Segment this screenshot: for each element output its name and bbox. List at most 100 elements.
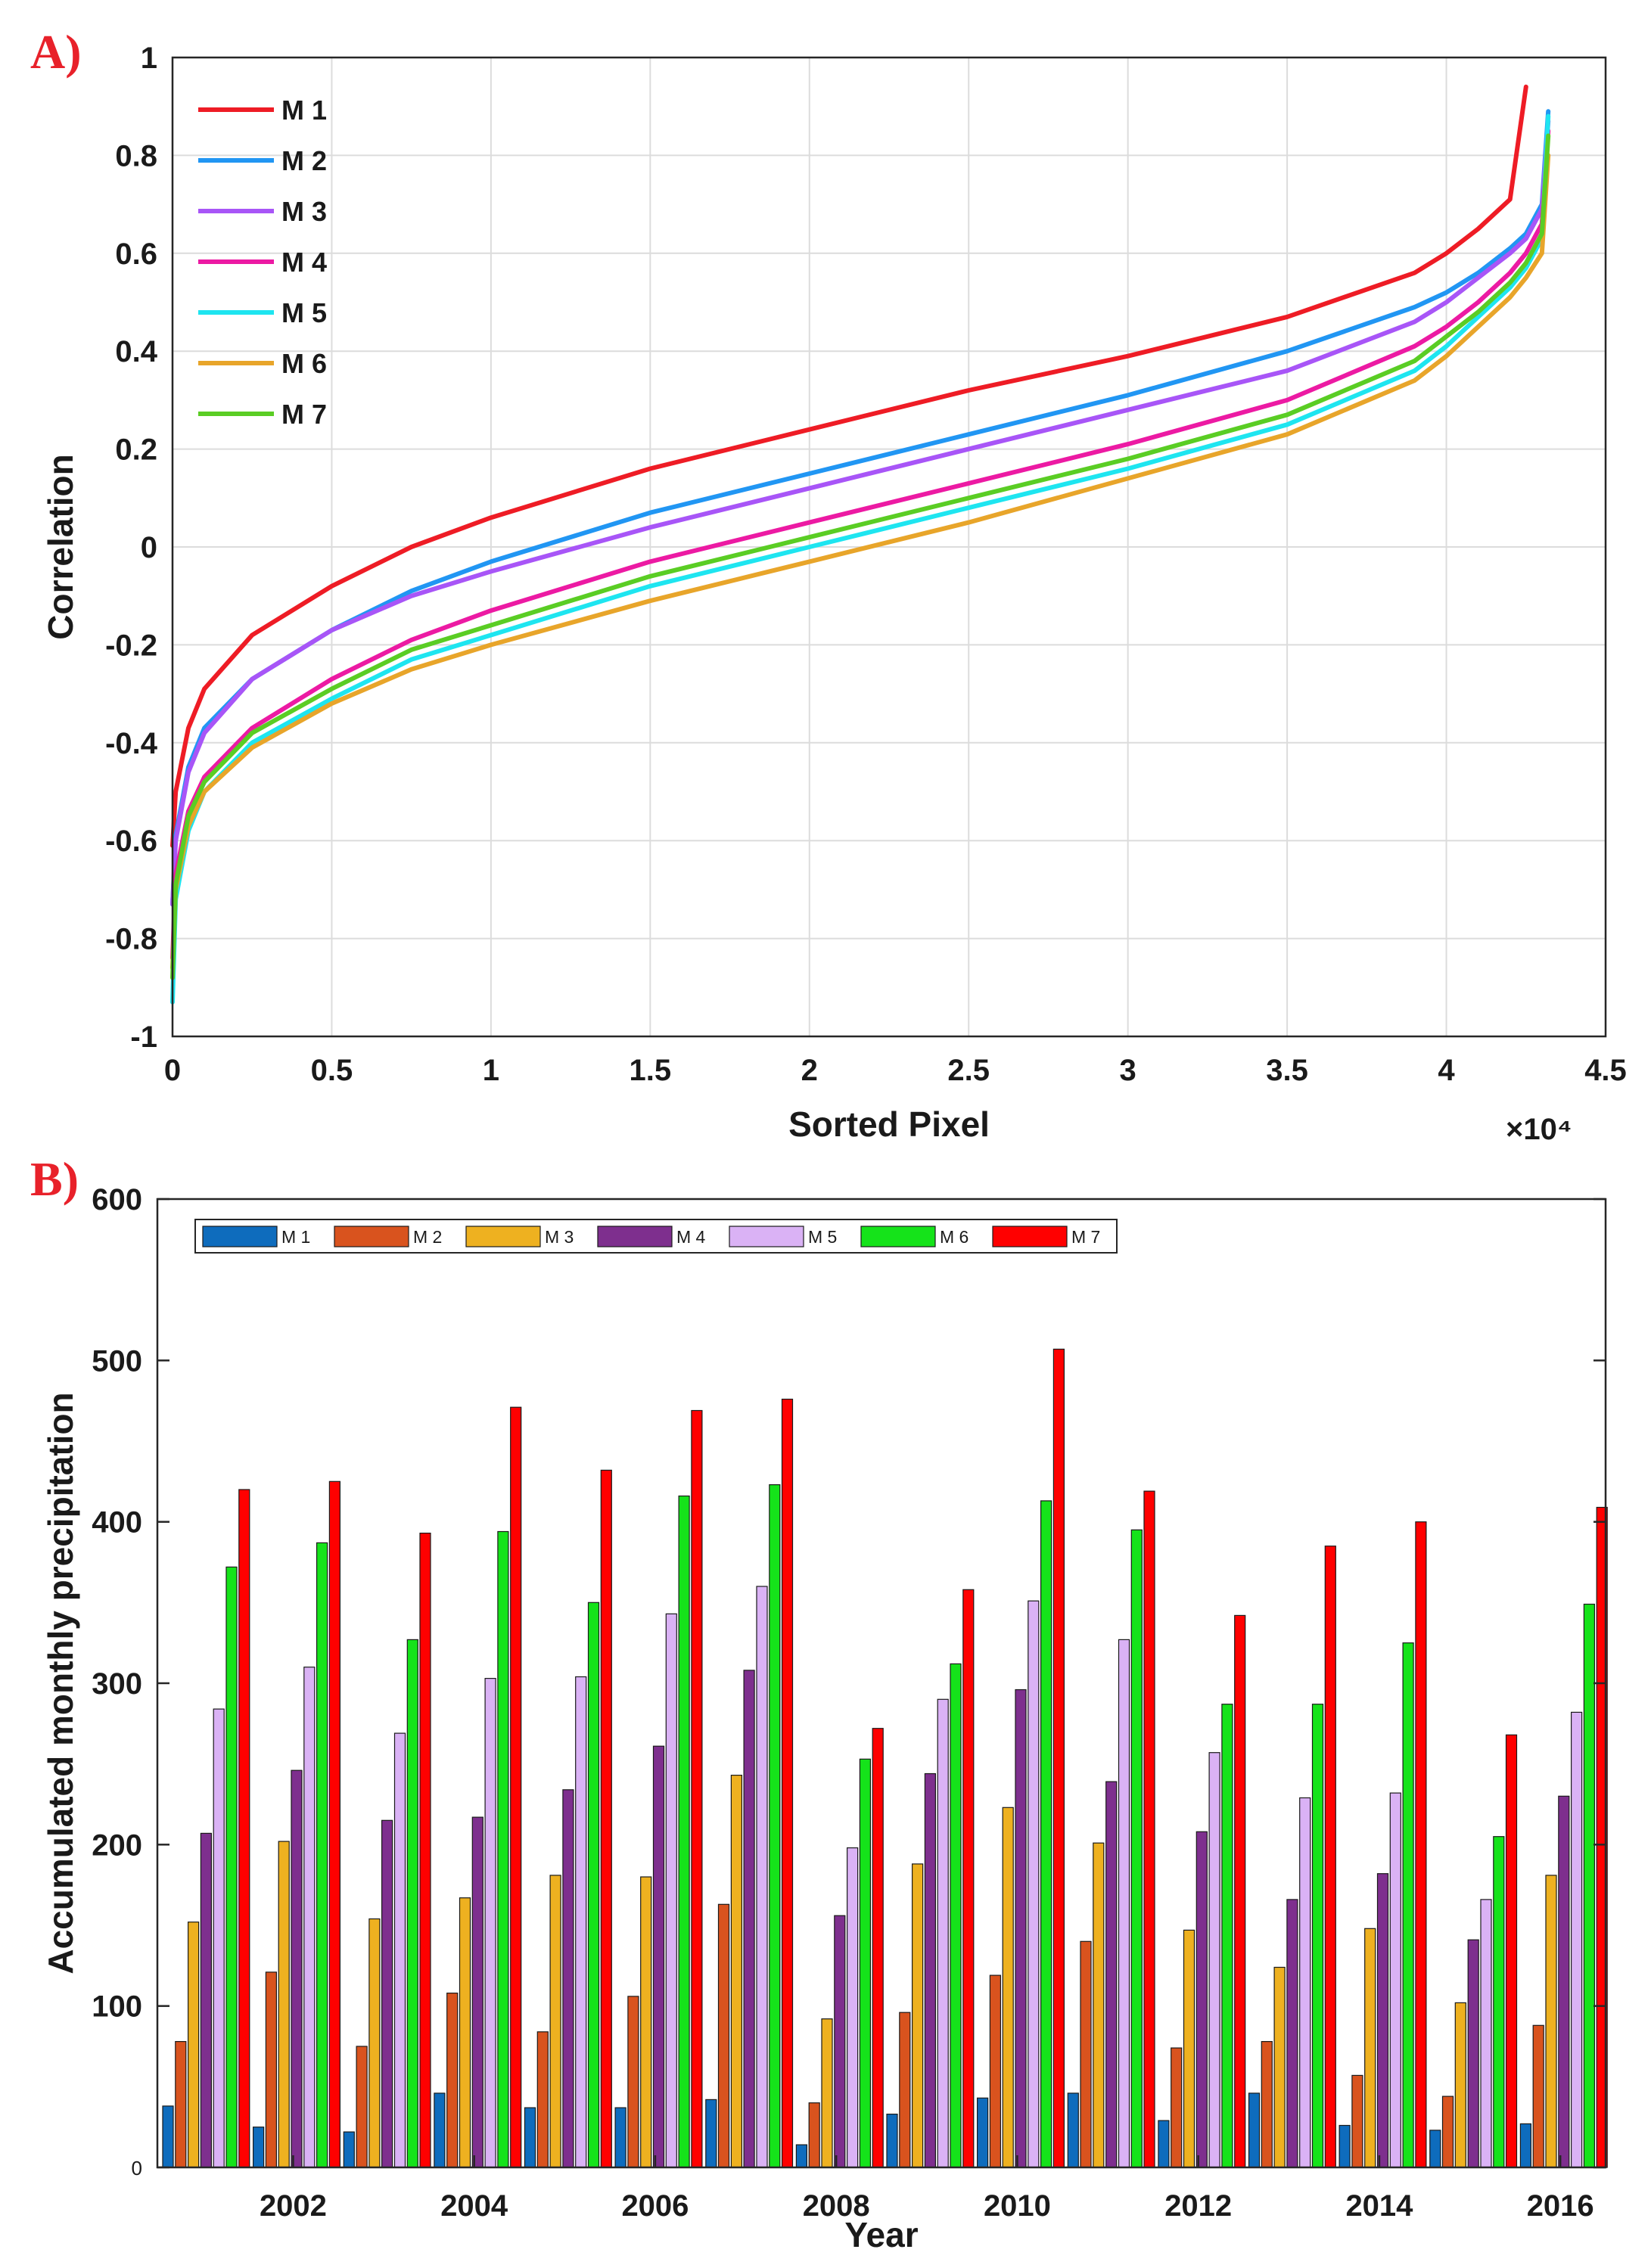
series-line-m2 <box>170 109 1551 907</box>
panel-a-y-tick-label: 0.6 <box>115 238 157 271</box>
bar-2007-m5 <box>756 1586 768 2168</box>
bar-2009-m3 <box>911 1863 924 2168</box>
panel-a-x-axis-title: Sorted Pixel <box>788 1104 990 1144</box>
panel-b-legend: M 1 M 2 M 3 M 4 M 5 M 6 M 7 <box>194 1219 1118 1254</box>
panel-b-x-tick-label: 2002 <box>260 2189 327 2223</box>
bar-2010-m3 <box>1002 1807 1014 2168</box>
panel-a-x-tick-label: 1 <box>483 1054 499 1087</box>
legend-swatch-b-m1 <box>202 1226 278 1247</box>
panel-b-y-tick-label: 200 <box>92 1828 142 1862</box>
panel-b-y-axis-title: Accumulated monthly precipitation <box>41 1392 80 1974</box>
bar-2006-m5 <box>665 1613 677 2168</box>
bar-2011-m5 <box>1118 1639 1130 2168</box>
legend-label-b-m4: M 4 <box>676 1227 706 1247</box>
bar-2013-m2 <box>1261 2041 1273 2168</box>
panel-b-x-tick-label: 2016 <box>1527 2189 1594 2223</box>
panel-a-y-tick-label: -0.4 <box>105 727 158 760</box>
panel-a-x-tick-label: 4 <box>1438 1054 1455 1087</box>
bar-2013-m1 <box>1248 2092 1261 2168</box>
bar-2005-m5 <box>575 1676 587 2168</box>
bar-2001-m3 <box>188 1922 200 2168</box>
bar-2004-m2 <box>446 1993 459 2168</box>
bar-2004-m7 <box>510 1406 522 2168</box>
bar-2014-m3 <box>1364 1928 1376 2168</box>
bar-2015-m6 <box>1493 1836 1505 2168</box>
panel-a-x-multiplier: ×10⁴ <box>1506 1113 1572 1146</box>
bar-2006-m3 <box>640 1876 652 2168</box>
bar-2004-m3 <box>459 1897 471 2168</box>
bar-2015-m7 <box>1505 1734 1518 2168</box>
bar-2007-m2 <box>717 1903 730 2168</box>
legend-label-m6: M 6 <box>281 348 327 379</box>
bar-2014-m1 <box>1339 2124 1351 2168</box>
legend-label-b-m2: M 2 <box>413 1227 442 1247</box>
bar-2010-m4 <box>1015 1689 1027 2168</box>
bar-2014-m2 <box>1351 2074 1363 2168</box>
series-line-m1 <box>170 84 1528 848</box>
legend-label-b-m5: M 5 <box>808 1227 837 1247</box>
panel-a-plot-frame <box>171 56 1607 1038</box>
series-line-m6 <box>170 153 1551 971</box>
bar-2001-m1 <box>162 2105 174 2168</box>
bar-2001-m6 <box>225 1566 238 2168</box>
bar-2013-m3 <box>1273 1966 1286 2168</box>
bar-2009-m5 <box>937 1698 949 2168</box>
bar-2004-m1 <box>434 2092 446 2168</box>
panel-a-y-axis-title: Correlation <box>41 454 80 639</box>
bar-2001-m7 <box>238 1489 250 2168</box>
bar-2012-m7 <box>1234 1614 1246 2168</box>
panel-b-tick-labels: 0 100 200 300 400 500 600 2002 2004 2006 2008 2010 2… <box>92 1183 1593 2223</box>
bar-2007-m3 <box>730 1775 743 2168</box>
panel-a-y-tick-label: 0.8 <box>115 139 157 172</box>
bar-2014-m7 <box>1415 1521 1427 2168</box>
bar-2009-m4 <box>924 1772 937 2168</box>
legend-swatch-b-m6 <box>860 1226 936 1247</box>
bar-2007-m1 <box>705 2099 717 2168</box>
panel-b-x-tick-label: 2008 <box>803 2189 870 2223</box>
bar-2002-m1 <box>253 2127 265 2168</box>
legend-swatch-b-m4 <box>597 1226 673 1247</box>
bar-2003-m2 <box>356 2046 368 2168</box>
panel-a-x-tick-label: 0.5 <box>311 1054 353 1087</box>
bar-2014-m6 <box>1402 1642 1414 2168</box>
panel-a-x-tick-label: 2 <box>801 1054 818 1087</box>
series-line-m5 <box>170 113 1551 1005</box>
legend-swatch-b-m2 <box>334 1226 409 1247</box>
bar-2013-m7 <box>1324 1546 1336 2168</box>
panel-b-y-tick-label: 100 <box>92 1990 142 2024</box>
bar-2015-m5 <box>1480 1899 1492 2168</box>
legend-label-m4: M 4 <box>281 247 327 278</box>
legend-swatch-b-m7 <box>992 1226 1068 1247</box>
bar-2008-m5 <box>846 1847 859 2168</box>
bar-2006-m2 <box>627 1996 639 2168</box>
bar-2003-m7 <box>419 1532 431 2168</box>
bar-2003-m6 <box>406 1639 418 2168</box>
bar-2011-m7 <box>1143 1490 1155 2168</box>
bar-2008-m1 <box>795 2144 808 2168</box>
panel-b-tick-marks <box>157 1198 1606 2169</box>
bar-2007-m4 <box>743 1670 755 2168</box>
bar-2010-m7 <box>1052 1348 1065 2168</box>
panel-b-x-tick-label: 2014 <box>1345 2189 1413 2223</box>
panel-b-y-tick-label: 400 <box>92 1506 142 1539</box>
bar-2016-m4 <box>1558 1795 1570 2168</box>
legend-label-m2: M 2 <box>281 145 327 176</box>
legend-swatch-b-m5 <box>729 1226 804 1247</box>
series-line-m7 <box>170 133 1551 980</box>
bar-2002-m5 <box>303 1667 316 2168</box>
bar-2005-m7 <box>600 1469 612 2168</box>
bar-2004-m5 <box>484 1678 496 2168</box>
panel-a-tick-labels: 0 0.5 1 1.5 2 2.5 3 3.5 4 4.5 -1 -0.8 -0.6 -0.4 -0.2 0 0… <box>105 42 1627 1087</box>
bar-2003-m5 <box>393 1732 406 2168</box>
panel-b-label: B) <box>30 1152 79 1206</box>
series-line-m4 <box>170 129 1551 961</box>
panel-a-x-tick-label: 2.5 <box>947 1054 990 1087</box>
panel-a-y-tick-label: -1 <box>130 1021 157 1054</box>
panel-a-x-tick-label: 4.5 <box>1584 1054 1627 1087</box>
bar-2008-m2 <box>808 2102 820 2168</box>
bar-2002-m3 <box>278 1841 290 2168</box>
bar-2008-m3 <box>821 2018 833 2168</box>
panel-a-y-tick-label: -0.2 <box>105 629 157 662</box>
bar-2012-m2 <box>1171 2047 1183 2168</box>
